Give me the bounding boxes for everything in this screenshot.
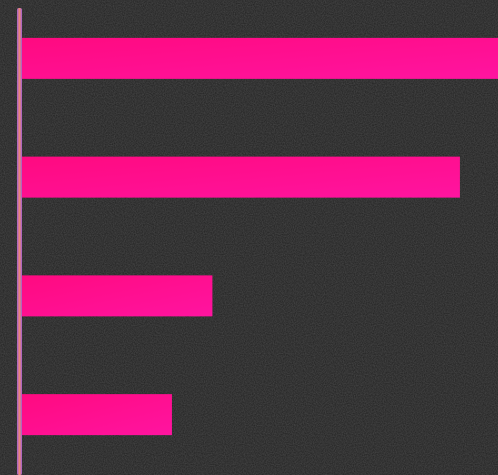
- bar: [22, 394, 172, 436]
- bar: [22, 37, 498, 79]
- axis-line: [17, 8, 22, 475]
- bars: [22, 37, 498, 436]
- bar: [22, 156, 460, 198]
- bar: [22, 275, 213, 317]
